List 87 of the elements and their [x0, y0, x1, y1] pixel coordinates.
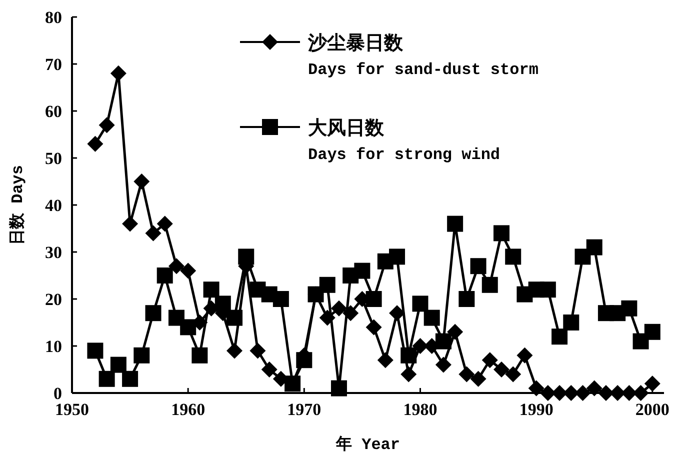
point — [505, 366, 522, 382]
point — [447, 216, 464, 232]
point — [377, 352, 394, 368]
point — [389, 305, 406, 322]
point — [400, 347, 417, 364]
point — [644, 376, 660, 392]
point — [261, 362, 278, 378]
point — [110, 65, 126, 82]
y-tick-label: 70 — [45, 55, 62, 74]
point — [156, 268, 173, 284]
legend-label: 大风日数 Days for strong wind — [308, 117, 500, 164]
point — [598, 385, 614, 401]
x-tick-label: 1990 — [519, 400, 554, 419]
point — [482, 276, 498, 293]
point — [552, 328, 568, 345]
point — [203, 282, 220, 298]
point — [458, 366, 475, 382]
point — [272, 291, 289, 307]
y-tick-label: 50 — [45, 149, 62, 168]
point — [330, 380, 347, 396]
point — [516, 347, 533, 364]
point — [505, 248, 522, 265]
point — [98, 117, 115, 134]
point — [145, 305, 162, 322]
point — [482, 352, 498, 368]
point — [424, 310, 440, 326]
point — [563, 314, 580, 330]
point — [319, 276, 336, 293]
point — [122, 370, 138, 387]
y-tick-label: 80 — [45, 8, 62, 27]
point — [284, 376, 301, 392]
point — [192, 347, 208, 364]
point — [644, 324, 660, 340]
y-tick-label: 40 — [45, 196, 62, 215]
point — [156, 216, 173, 232]
point — [435, 333, 452, 350]
x-tick-label: 1980 — [403, 400, 438, 419]
point — [540, 282, 556, 298]
point — [470, 370, 486, 387]
point — [226, 342, 243, 359]
point — [354, 262, 370, 279]
y-axis-title: 日数 Days — [8, 164, 27, 246]
point — [389, 248, 406, 265]
point — [238, 248, 254, 265]
point — [110, 356, 126, 373]
point — [98, 370, 115, 387]
point — [145, 225, 162, 242]
point — [493, 362, 510, 378]
point — [134, 174, 150, 190]
point — [226, 310, 243, 326]
point — [540, 385, 556, 401]
point — [400, 366, 417, 382]
point — [470, 258, 486, 274]
point — [87, 136, 104, 152]
point — [122, 216, 138, 232]
point — [366, 291, 382, 307]
y-tick-label: 30 — [45, 243, 62, 262]
point — [180, 319, 196, 336]
point — [621, 300, 638, 316]
point — [458, 291, 475, 307]
point — [412, 296, 428, 312]
x-tick-label: 1950 — [55, 400, 89, 419]
point — [180, 262, 196, 279]
point — [586, 380, 602, 396]
point — [574, 385, 591, 401]
y-tick-label: 20 — [45, 290, 62, 309]
point — [250, 342, 266, 359]
legend-label: 沙尘暴日数 Days for sand-dust storm — [307, 32, 539, 79]
y-tick-label: 60 — [45, 102, 62, 121]
point — [632, 385, 649, 401]
x-axis-title: 年 Year — [334, 435, 400, 454]
y-tick-label: 10 — [45, 337, 62, 356]
x-tick-label: 1970 — [287, 400, 322, 419]
point — [528, 380, 544, 396]
x-tick-label: 2000 — [635, 400, 670, 419]
point — [87, 342, 104, 359]
point — [435, 356, 452, 373]
point — [493, 225, 510, 242]
point — [330, 300, 347, 316]
x-tick-label: 1960 — [171, 400, 206, 419]
point — [168, 258, 184, 274]
point — [447, 324, 464, 340]
point — [134, 347, 150, 364]
point — [296, 352, 312, 368]
point — [586, 239, 602, 256]
y-tick-label: 0 — [54, 384, 62, 403]
point — [366, 319, 382, 336]
